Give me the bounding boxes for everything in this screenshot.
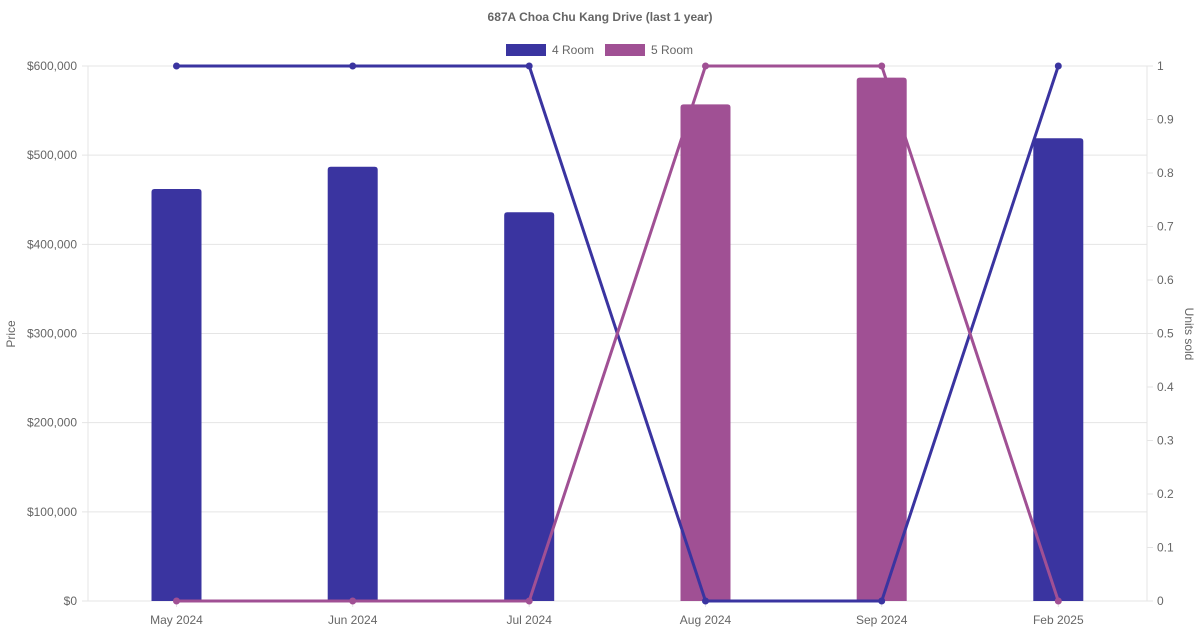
x-tick-label: Jun 2024 xyxy=(328,613,378,627)
y2-tick-label: 1 xyxy=(1157,59,1164,73)
legend-label-4-room: 4 Room xyxy=(552,43,594,57)
x-tick-label: Jul 2024 xyxy=(507,613,553,627)
point-5-room[interactable] xyxy=(173,597,180,605)
point-4-room[interactable] xyxy=(702,597,709,605)
point-4-room[interactable] xyxy=(349,62,357,70)
y2-tick-label: 0.7 xyxy=(1157,220,1174,234)
lines xyxy=(173,62,1062,605)
y2-tick-label: 0.9 xyxy=(1157,113,1174,127)
bar-4-room[interactable] xyxy=(327,166,378,601)
x-tick-label: Aug 2024 xyxy=(680,613,732,627)
y-tick-label: $400,000 xyxy=(27,237,77,251)
legend-label-5-room: 5 Room xyxy=(651,43,693,57)
point-4-room[interactable] xyxy=(525,62,533,70)
bar-5-room[interactable] xyxy=(856,77,907,601)
y2-tick-label: 0.4 xyxy=(1157,380,1174,394)
point-5-room[interactable] xyxy=(878,62,886,70)
point-5-room[interactable] xyxy=(702,62,709,70)
point-5-room[interactable] xyxy=(349,597,357,605)
legend: 4 Room 5 Room xyxy=(506,43,693,57)
y-axis-left: $0 $100,000 $200,000 $300,000 $400,000 $500,0… xyxy=(27,59,77,608)
y-tick-label: $100,000 xyxy=(27,505,77,519)
bar-4-room[interactable] xyxy=(151,189,202,602)
y-tick-label: $500,000 xyxy=(27,148,77,162)
y-tick-label: $300,000 xyxy=(27,327,77,341)
y2-tick-label: 0.3 xyxy=(1157,434,1174,448)
y-axis-title: Price xyxy=(4,320,18,348)
point-4-room[interactable] xyxy=(173,62,180,70)
legend-swatch-5-room xyxy=(605,44,645,56)
x-tick-label: Feb 2025 xyxy=(1033,613,1084,627)
point-5-room[interactable] xyxy=(525,597,533,605)
y2-tick-label: 0 xyxy=(1157,594,1164,608)
bar-4-room[interactable] xyxy=(1033,138,1084,601)
y2-tick-label: 0.2 xyxy=(1157,487,1174,501)
x-tick-label: May 2024 xyxy=(150,613,203,627)
bars xyxy=(151,77,1084,602)
bar-4-room[interactable] xyxy=(504,212,555,601)
x-tick-label: Sep 2024 xyxy=(856,613,908,627)
point-4-room[interactable] xyxy=(1054,62,1062,70)
point-4-room[interactable] xyxy=(878,597,886,605)
line-5-room xyxy=(176,64,1060,603)
y2-tick-label: 0.1 xyxy=(1157,541,1174,555)
bar-5-room[interactable] xyxy=(680,104,731,601)
y-tick-label: $600,000 xyxy=(27,59,77,73)
y2-tick-label: 0.5 xyxy=(1157,327,1174,341)
y2-tick-label: 0.6 xyxy=(1157,273,1174,287)
y-axis-right: 0 0.1 0.2 0.3 0.4 0.5 0.6 0.7 0.8 0.9 1 xyxy=(1157,59,1174,608)
chart-title: 687A Choa Chu Kang Drive (last 1 year) xyxy=(488,10,713,24)
x-axis: May 2024 Jun 2024 Jul 2024 Aug 2024 Sep 2024… xyxy=(150,613,1084,627)
y-tick-label: $200,000 xyxy=(27,416,77,430)
legend-swatch-4-room xyxy=(506,44,546,56)
y2-tick-label: 0.8 xyxy=(1157,166,1174,180)
y2-axis-title: Units sold xyxy=(1182,308,1196,361)
legend-item-5-room[interactable]: 5 Room xyxy=(605,43,693,57)
legend-item-4-room[interactable]: 4 Room xyxy=(506,43,594,57)
y-tick-label: $0 xyxy=(64,594,78,608)
point-5-room[interactable] xyxy=(1054,597,1062,605)
